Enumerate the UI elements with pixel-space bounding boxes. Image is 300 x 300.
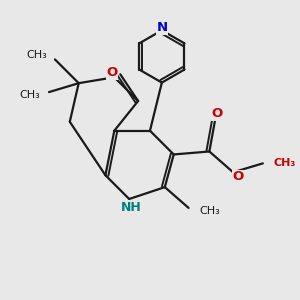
Text: CH₃: CH₃ bbox=[27, 50, 47, 60]
Text: O: O bbox=[233, 170, 244, 183]
Text: N: N bbox=[156, 21, 167, 34]
Text: CH₃: CH₃ bbox=[199, 206, 220, 216]
Text: NH: NH bbox=[121, 201, 142, 214]
Text: O: O bbox=[211, 107, 222, 120]
Text: CH₃: CH₃ bbox=[19, 90, 40, 100]
Text: CH₃: CH₃ bbox=[273, 158, 296, 168]
Text: O: O bbox=[106, 66, 118, 79]
